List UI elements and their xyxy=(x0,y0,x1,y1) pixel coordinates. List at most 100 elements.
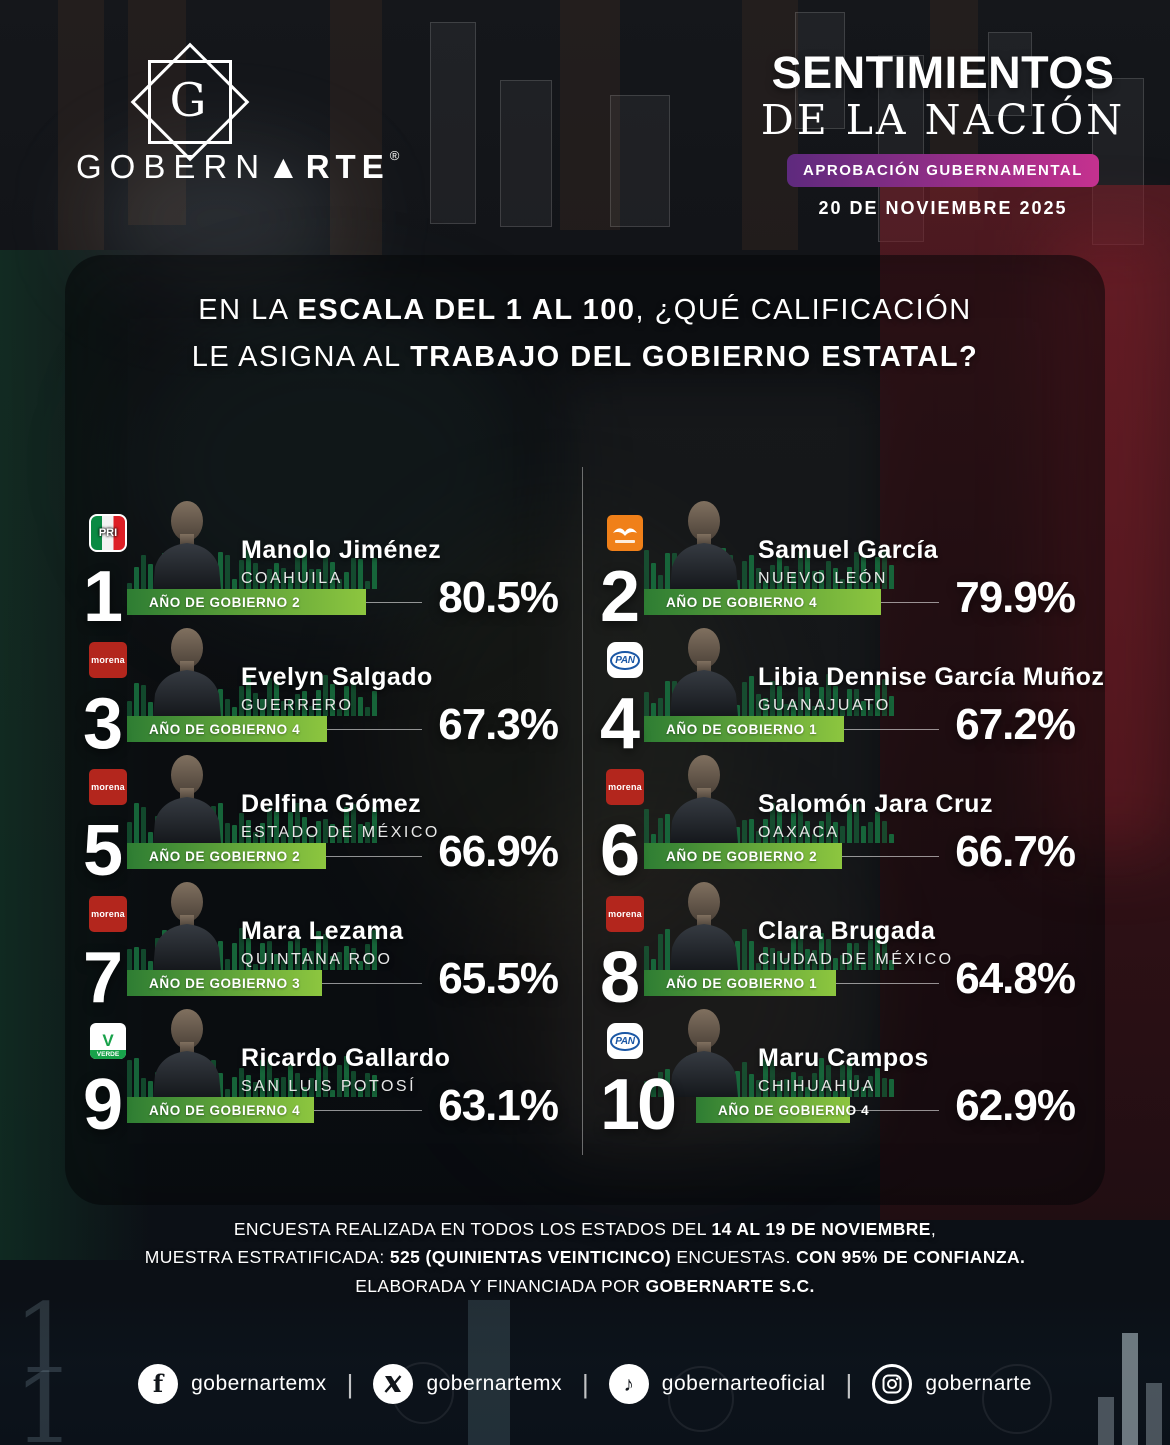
governor-card-1: PRI Manolo Jiménez COAHUILA 1 AÑO DE GOBIER… xyxy=(83,501,559,633)
governor-photo xyxy=(656,751,752,843)
social-bar: f gobernartemx | gobernartemx | ♪ gobernarteof… xyxy=(0,1364,1170,1404)
text-fragment: 14 AL 19 DE NOVIEMBRE xyxy=(711,1219,931,1239)
approval-bar-track: AÑO DE GOBIERNO 1 xyxy=(644,716,941,742)
governor-photo xyxy=(139,878,235,970)
party-logo-slot xyxy=(606,514,644,552)
governor-card-5: morena Delfina Gómez ESTADO DE MÉXICO 5 AÑO… xyxy=(83,755,559,887)
governor-card-9: V VERDE Ricardo Gallardo SAN LUIS POTOSÍ 9 A… xyxy=(83,1009,559,1141)
approval-bar-track: AÑO DE GOBIERNO 2 xyxy=(127,843,424,869)
chart-outline-bar xyxy=(500,80,552,227)
building-bar xyxy=(330,0,382,255)
header-date: 20 DE NOVIEMBRE 2025 xyxy=(818,198,1068,219)
pan-text: PAN xyxy=(610,1031,640,1051)
governor-card-10: PAN Maru Campos CHIHUAHUA 10 AÑO DE GOBIERN… xyxy=(600,1009,1076,1141)
approval-bar-track: AÑO DE GOBIERNO 4 xyxy=(644,589,941,615)
governor-name: Delfina Gómez xyxy=(241,790,422,818)
social-handle[interactable]: gobernarteoficial xyxy=(661,1372,826,1395)
social-handle[interactable]: gobernartemx xyxy=(191,1372,327,1395)
rank-number: 8 xyxy=(600,937,640,1018)
governor-name-block: Ricardo Gallardo SAN LUIS POTOSÍ xyxy=(241,1044,450,1096)
party-logo-slot: V VERDE xyxy=(89,1022,127,1060)
governor-card-6: morena Salomón Jara Cruz OAXACA 6 AÑO DE GO… xyxy=(600,755,1076,891)
column-divider xyxy=(582,467,583,1155)
rank-number: 7 xyxy=(83,937,123,1018)
chart-outline-bar xyxy=(795,12,845,129)
social-link-x[interactable]: gobernartemx xyxy=(373,1364,562,1404)
approval-percentage: 66.7% xyxy=(955,827,1076,876)
survey-question: EN LA ESCALA DEL 1 AL 100, ¿QUÉ CALIFICA… xyxy=(65,287,1105,381)
social-link-instagram[interactable]: gobernarte xyxy=(872,1364,1032,1404)
x-icon xyxy=(373,1364,414,1404)
main-panel: EN LA ESCALA DEL 1 AL 100, ¿QUÉ CALIFICA… xyxy=(65,255,1105,1205)
governor-name-block: Samuel García NUEVO LEÓN xyxy=(758,536,938,588)
facebook-icon: f xyxy=(138,1364,179,1404)
text-fragment: LE ASIGNA AL xyxy=(191,340,411,373)
methodology-line1: ENCUESTA REALIZADA EN TODOS LOS ESTADOS … xyxy=(0,1215,1170,1243)
governor-state: GUERRERO xyxy=(241,697,354,714)
governor-photo xyxy=(656,1005,752,1097)
governor-name: Evelyn Salgado xyxy=(241,663,433,691)
brand-light: GOBERN xyxy=(76,148,268,185)
social-handle[interactable]: gobernartemx xyxy=(426,1372,563,1395)
approval-bar-track: AÑO DE GOBIERNO 2 xyxy=(644,843,941,869)
social-link-tiktok[interactable]: ♪ gobernarteoficial xyxy=(608,1364,826,1404)
rank-number: 6 xyxy=(600,810,640,891)
social-handle[interactable]: gobernarte xyxy=(925,1372,1032,1395)
governor-name: Mara Lezama xyxy=(241,917,404,945)
title-line1: SENTIMIENTOS xyxy=(771,47,1115,98)
approval-bar: AÑO DE GOBIERNO 4 xyxy=(127,1097,315,1123)
governor-state: OAXACA xyxy=(758,824,840,841)
party-logo-morena-icon: morena xyxy=(89,769,127,805)
governor-card-7: morena Mara Lezama QUINTANA ROO 7 AÑO DE GO… xyxy=(83,882,559,1018)
social-link-facebook[interactable]: f gobernartemx xyxy=(138,1364,327,1404)
governor-state: CHIHUAHUA xyxy=(758,1078,876,1095)
governor-name-block: Clara Brugada CIUDAD DE MÉXICO xyxy=(758,917,954,969)
approval-bar-track: AÑO DE GOBIERNO 4 xyxy=(127,1097,424,1123)
party-logo-slot: morena xyxy=(606,768,644,806)
mountain-blob xyxy=(90,150,350,290)
approval-bar-track: AÑO DE GOBIERNO 1 xyxy=(644,970,941,996)
title-block: SENTIMIENTOS DE LA NACIÓN APROBACIÓN GUB… xyxy=(758,50,1128,219)
decor-chart-bar xyxy=(1098,1397,1114,1445)
governor-card-8: morena Clara Brugada CIUDAD DE MÉXICO 8 AÑO… xyxy=(600,882,1076,1018)
party-logo-pan-icon: PAN xyxy=(607,1023,643,1059)
teal-band xyxy=(468,1300,510,1445)
rank-number: 4 xyxy=(600,683,640,764)
governor-name: Manolo Jiménez xyxy=(241,536,442,564)
approval-percentage: 67.2% xyxy=(955,700,1076,749)
approval-bar-track: AÑO DE GOBIERNO 2 xyxy=(127,589,424,615)
building-bar xyxy=(58,0,104,250)
approval-bar: AÑO DE GOBIERNO 4 xyxy=(127,716,327,742)
methodology-note: ENCUESTA REALIZADA EN TODOS LOS ESTADOS … xyxy=(0,1215,1170,1300)
rank-number: 2 xyxy=(600,556,640,637)
party-logo-slot: PAN xyxy=(606,641,644,679)
decor-ring xyxy=(668,1366,734,1432)
party-logo-morena-icon: morena xyxy=(89,642,127,678)
text-fragment: , ¿QUÉ CALIFICACIÓN xyxy=(635,294,972,326)
text-fragment: 525 (QUINIENTAS VEINTICINCO) xyxy=(389,1247,672,1268)
decor-chart-bar xyxy=(1122,1333,1138,1445)
approval-bar: AÑO DE GOBIERNO 2 xyxy=(127,589,367,615)
building-bar xyxy=(742,0,798,250)
governor-name-block: Libia Dennise García Muñoz GUANAJUATO xyxy=(758,663,1104,715)
governor-photo xyxy=(139,624,235,716)
methodology-line3: ELABORADA Y FINANCIADA POR GOBERNARTE S.… xyxy=(0,1272,1170,1300)
brand-triangle-icon: ▲ xyxy=(267,148,306,185)
party-logo-slot: morena xyxy=(89,641,127,679)
approval-bar-track: AÑO DE GOBIERNO 4 xyxy=(696,1097,941,1123)
party-logo-slot: morena xyxy=(89,768,127,806)
separator: | xyxy=(582,1368,589,1399)
party-logo-morena-icon: morena xyxy=(89,896,127,932)
eagle-icon xyxy=(613,527,637,536)
governor-name: Samuel García xyxy=(758,536,939,564)
decor-ring xyxy=(982,1364,1052,1434)
governor-photo xyxy=(656,497,752,589)
text-fragment: , xyxy=(930,1219,937,1239)
governor-name: Clara Brugada xyxy=(758,917,936,945)
bottom-strip xyxy=(0,1295,1170,1445)
approval-percentage: 62.9% xyxy=(955,1081,1076,1130)
approval-bar-track: AÑO DE GOBIERNO 3 xyxy=(127,970,424,996)
party-logo-slot: PAN xyxy=(606,1022,644,1060)
text-fragment: ELABORADA Y FINANCIADA POR xyxy=(355,1275,646,1296)
governor-card-3: morena Evelyn Salgado GUERRERO 3 AÑO DE GOB… xyxy=(83,628,559,760)
